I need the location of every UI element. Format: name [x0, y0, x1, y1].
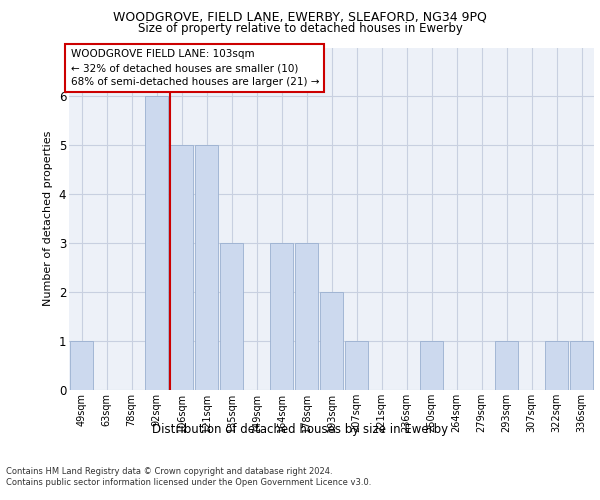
- Bar: [419, 341, 443, 390]
- Bar: [220, 243, 244, 390]
- Text: Distribution of detached houses by size in Ewerby: Distribution of detached houses by size …: [152, 422, 448, 436]
- Text: WOODGROVE FIELD LANE: 103sqm
← 32% of detached houses are smaller (10)
68% of se: WOODGROVE FIELD LANE: 103sqm ← 32% of de…: [71, 49, 319, 87]
- Bar: [545, 341, 568, 390]
- Bar: [269, 243, 293, 390]
- Bar: [320, 292, 343, 390]
- Text: WOODGROVE, FIELD LANE, EWERBY, SLEAFORD, NG34 9PQ: WOODGROVE, FIELD LANE, EWERBY, SLEAFORD,…: [113, 11, 487, 24]
- Bar: [344, 341, 368, 390]
- Text: Contains HM Land Registry data © Crown copyright and database right 2024.
Contai: Contains HM Land Registry data © Crown c…: [6, 468, 371, 487]
- Text: Size of property relative to detached houses in Ewerby: Size of property relative to detached ho…: [137, 22, 463, 35]
- Bar: [494, 341, 518, 390]
- Bar: [145, 96, 169, 390]
- Y-axis label: Number of detached properties: Number of detached properties: [43, 131, 53, 306]
- Bar: [295, 243, 319, 390]
- Bar: [194, 146, 218, 390]
- Bar: [170, 146, 193, 390]
- Bar: [569, 341, 593, 390]
- Bar: [70, 341, 94, 390]
